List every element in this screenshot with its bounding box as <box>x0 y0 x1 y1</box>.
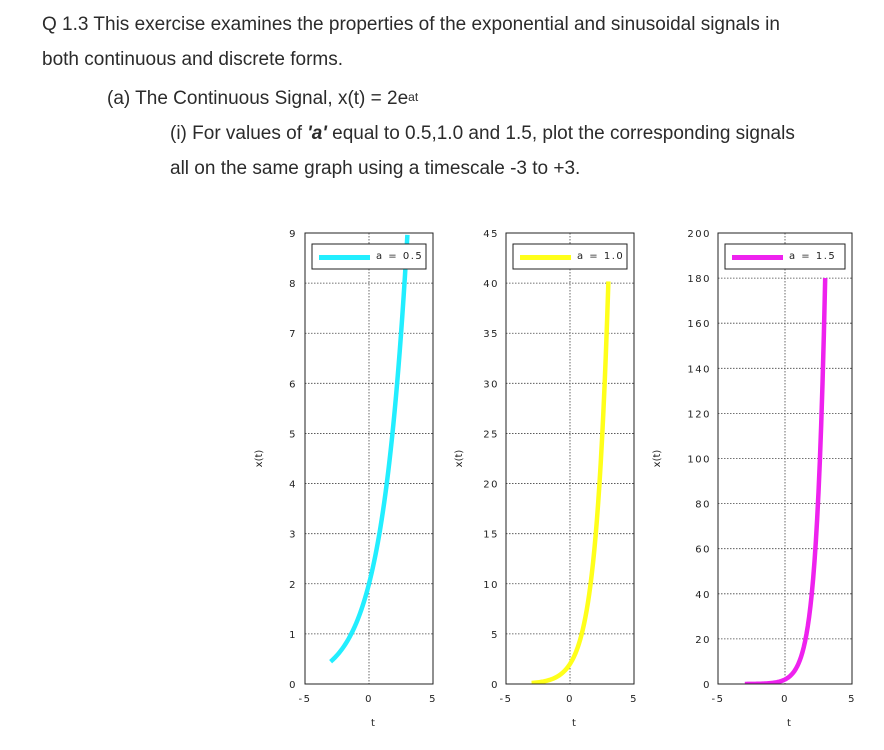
part-i-text-start: (i) For values of <box>170 123 308 144</box>
x-axis-label: t <box>572 718 576 729</box>
y-axis-label: x(t) <box>652 450 663 468</box>
y-tick-label: 6 <box>289 379 297 390</box>
legend-label: a = 1.0 <box>577 251 624 262</box>
y-tick-label: 45 <box>483 229 499 240</box>
part-i-text-end: equal to 0.5,1.0 and 1.5, plot the corre… <box>326 123 795 144</box>
y-tick-label: 4 <box>289 480 297 491</box>
question-title: Q 1.3 This exercise examines the propert… <box>42 14 780 35</box>
part-i-variable: 'a' <box>307 123 327 144</box>
y-tick-label: 140 <box>687 364 711 375</box>
y-tick-label: 25 <box>483 429 499 440</box>
y-tick-label: 0 <box>703 680 711 691</box>
y-axis-label: x(t) <box>454 450 465 468</box>
y-tick-label: 30 <box>483 379 499 390</box>
y-tick-label: 200 <box>687 229 711 240</box>
y-tick-label: 60 <box>695 545 711 556</box>
part-a-text: (a) The Continuous Signal, x(t) = 2e <box>107 88 409 109</box>
y-tick-label: 7 <box>289 329 297 340</box>
y-tick-label: 5 <box>491 630 499 641</box>
y-tick-label: 0 <box>491 680 499 691</box>
x-tick-label: -5 <box>712 694 725 705</box>
x-tick-label: 5 <box>630 694 638 705</box>
axes-frame <box>505 232 635 685</box>
legend: a = 1.5 <box>724 243 846 270</box>
y-tick-label: 40 <box>695 590 711 601</box>
part-a-exponent: at <box>408 90 419 104</box>
question-title-continued: both continuous and discrete forms. <box>42 49 344 70</box>
x-tick-label: 0 <box>566 694 574 705</box>
y-tick-label: 0 <box>289 680 297 691</box>
y-tick-label: 120 <box>687 409 711 420</box>
part-i-instruction-continued: all on the same graph using a timescale … <box>170 158 581 179</box>
x-tick-label: 0 <box>781 694 789 705</box>
y-tick-label: 20 <box>695 635 711 646</box>
y-axis-label: x(t) <box>254 450 265 468</box>
y-tick-label: 1 <box>289 630 297 641</box>
y-tick-label: 100 <box>687 455 711 466</box>
legend: a = 1.0 <box>512 243 628 270</box>
y-tick-label: 15 <box>483 530 499 541</box>
legend: a = 0.5 <box>311 243 427 270</box>
axes-frame <box>717 232 853 685</box>
x-tick-label: -5 <box>299 694 312 705</box>
y-tick-label: 20 <box>483 480 499 491</box>
part-i-instruction: (i) For values of 'a' equal to 0.5,1.0 a… <box>170 123 795 145</box>
y-tick-label: 8 <box>289 279 297 290</box>
y-tick-label: 5 <box>289 429 297 440</box>
y-tick-label: 10 <box>483 580 499 591</box>
x-tick-label: -5 <box>500 694 513 705</box>
y-tick-label: 160 <box>687 319 711 330</box>
x-axis-label: t <box>787 718 791 729</box>
series-line-1 <box>530 281 611 684</box>
y-tick-label: 40 <box>483 279 499 290</box>
part-a-heading: (a) The Continuous Signal, x(t) = 2eat <box>107 88 418 110</box>
y-tick-label: 180 <box>687 274 711 285</box>
legend-label: a = 1.5 <box>789 251 836 262</box>
y-tick-label: 35 <box>483 329 499 340</box>
x-tick-label: 5 <box>429 694 437 705</box>
y-tick-label: 80 <box>695 500 711 511</box>
legend-label: a = 0.5 <box>376 251 423 262</box>
x-tick-label: 0 <box>365 694 373 705</box>
series-line-1 <box>329 234 410 664</box>
y-tick-label: 2 <box>289 580 297 591</box>
x-tick-label: 5 <box>848 694 856 705</box>
x-axis-label: t <box>371 718 375 729</box>
y-tick-label: 3 <box>289 530 297 541</box>
axes-frame <box>304 232 434 685</box>
y-tick-label: 9 <box>289 229 297 240</box>
